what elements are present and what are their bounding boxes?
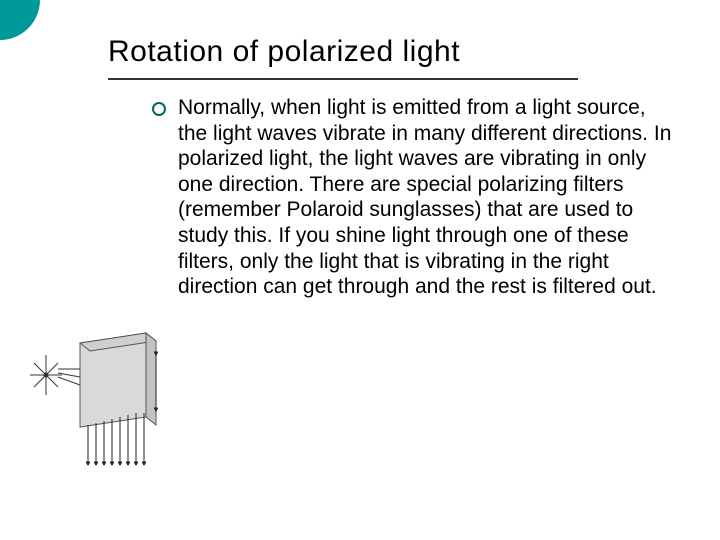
polarizer-block bbox=[80, 333, 156, 427]
slide-corner-accent bbox=[0, 0, 40, 40]
title-underline bbox=[108, 78, 578, 80]
incoming-rays bbox=[58, 369, 80, 385]
slide-title: Rotation of polarized light bbox=[108, 35, 460, 69]
body-paragraph: Normally, when light is emitted from a l… bbox=[178, 95, 678, 300]
light-source-icon bbox=[30, 355, 62, 395]
bullet-icon bbox=[152, 102, 166, 116]
polarizing-filter-diagram bbox=[28, 325, 178, 475]
